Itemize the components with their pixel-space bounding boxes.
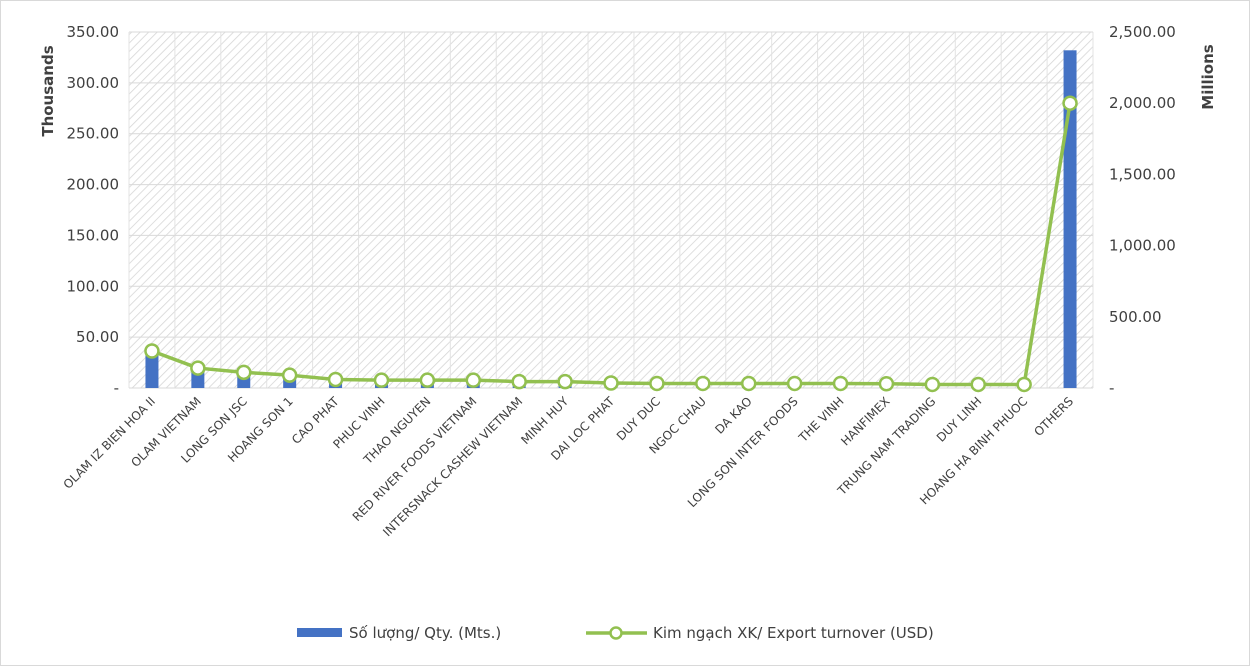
legend-line-marker: [609, 626, 623, 640]
line-point: [924, 376, 941, 393]
right-tick-label: 2,500.00: [1109, 23, 1176, 41]
right-tick-label: 500.00: [1109, 308, 1162, 326]
right-axis-title: Millions: [1199, 44, 1217, 109]
line-point: [511, 373, 527, 390]
line-point: [1016, 376, 1032, 393]
bar: [145, 353, 159, 388]
category-label: OLAM IZ BIEN HOA II: [61, 394, 158, 491]
line-point: [878, 375, 895, 392]
line-point: [190, 360, 206, 376]
left-tick-label: 100.00: [67, 277, 120, 295]
line-point: [236, 364, 252, 381]
left-tick-label: 50.00: [76, 328, 119, 346]
left-tick-label: 200.00: [67, 176, 120, 194]
right-axis-ticks: - 500.00 1,000.00 1,500.00 2,000.00 2,500.00: [1109, 23, 1176, 397]
right-tick-label: 2,000.00: [1109, 94, 1176, 112]
legend: Số lượng/ Qty. (Mts.) Kim ngạch XK/ Expo…: [297, 624, 934, 642]
line-point: [327, 371, 344, 388]
line-point: [786, 375, 803, 392]
line-point: [144, 343, 160, 359]
right-tick-label: -: [1109, 379, 1114, 397]
left-tick-label: 150.00: [67, 226, 120, 244]
line-point: [465, 372, 482, 388]
legend-bar-label: Số lượng/ Qty. (Mts.): [349, 624, 501, 642]
line-point: [1062, 95, 1078, 111]
category-label: DA KAO: [712, 394, 755, 437]
line-point: [740, 375, 757, 392]
plot-area: [129, 32, 1093, 388]
right-tick-label: 1,500.00: [1109, 165, 1176, 183]
bar: [1063, 50, 1077, 389]
left-axis-ticks: - 50.00 100.00 150.00 200.00 250.00 300.00 350.…: [67, 23, 120, 397]
line-point: [832, 375, 849, 392]
category-label: DUY DUC: [614, 394, 663, 443]
line-point: [557, 373, 573, 390]
line-point: [695, 375, 711, 392]
line-point: [649, 375, 665, 392]
left-axis-title: Thousands: [39, 45, 57, 136]
left-tick-label: 300.00: [67, 74, 120, 92]
line-point: [281, 367, 298, 383]
legend-line-label: Kim ngạch XK/ Export turnover (USD): [653, 624, 934, 642]
right-tick-label: 1,000.00: [1109, 237, 1176, 255]
line-point: [373, 372, 390, 388]
line-series: [144, 95, 1078, 393]
left-tick-label: 350.00: [67, 23, 120, 41]
category-label: OTHERS: [1031, 394, 1076, 439]
left-tick-label: 250.00: [67, 125, 120, 143]
left-tick-label: -: [114, 379, 119, 397]
legend-bar-swatch: [297, 628, 342, 637]
line-point: [419, 372, 436, 388]
line-point: [970, 376, 986, 393]
line-point: [603, 375, 619, 391]
